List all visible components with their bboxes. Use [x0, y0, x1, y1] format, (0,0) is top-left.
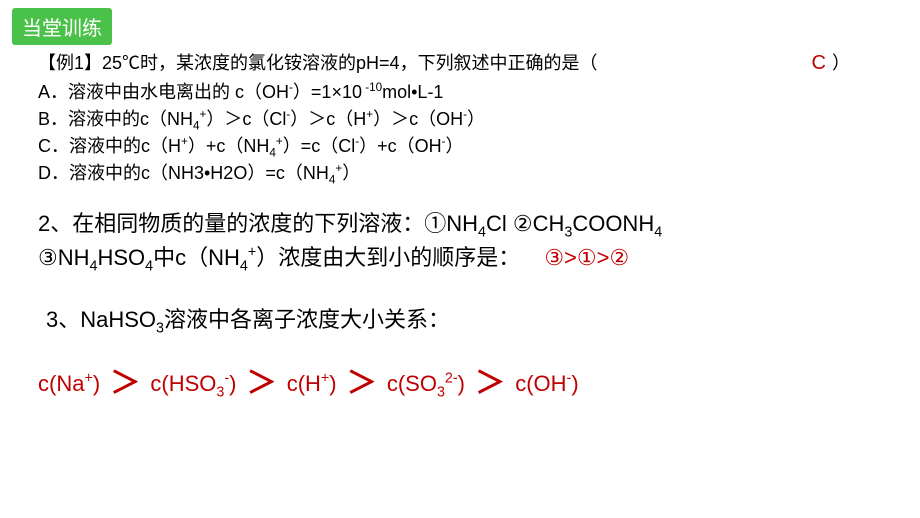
superscript: + [276, 135, 283, 148]
opt-text: mol•L-1 [382, 82, 443, 102]
q3-text: 溶液中各离子浓度大小关系： [164, 307, 450, 332]
term: ) [229, 371, 236, 396]
opt-text: ）＞c（H [290, 109, 366, 129]
q2-text: 中c（NH [153, 245, 240, 270]
superscript: -10 [362, 81, 382, 94]
gt-icon: ＞ [347, 358, 377, 402]
term: ) [458, 371, 465, 396]
q2-line2: ③NH4HSO4中c（NH4+）浓度由大到小的顺序是： ③>①>② [38, 241, 890, 275]
term: c(HSO [150, 371, 216, 396]
q2-line1: 2、在相同物质的量的浓度的下列溶液：①NH4Cl ②CH3COONH4 [38, 207, 890, 241]
q2-answer: ③>①>② [544, 241, 629, 275]
opt-text: ）+c（NH [188, 136, 270, 156]
superscript: + [84, 371, 92, 387]
opt-text: ） [342, 163, 360, 183]
q2-text: 2、在相同物质的量的浓度的下列溶液：①NH [38, 211, 478, 236]
subscript: 3 [156, 321, 164, 337]
question-2: 2、在相同物质的量的浓度的下列溶液：①NH4Cl ②CH3COONH4 ③NH 4… [38, 207, 890, 275]
opt-text: ） [467, 109, 485, 129]
opt-text: ）+c（OH [359, 136, 442, 156]
q1-option-d: D．溶液中的c（NH3•H2O）=c（NH4+） [38, 160, 890, 187]
term: ) [571, 371, 578, 396]
q2-text: HSO [97, 245, 145, 270]
q1-option-a: A．溶液中由水电离出的 c（OH-）=1×10 -10mol•L-1 [38, 79, 890, 106]
subscript: 4 [240, 258, 248, 274]
q1-stem: 【例1】25℃时，某浓度的氯化铵溶液的pH=4，下列叙述中正确的是（ C ） [38, 50, 890, 77]
question-1: 【例1】25℃时，某浓度的氯化铵溶液的pH=4，下列叙述中正确的是（ C ） A… [38, 50, 890, 187]
subscript: 3 [437, 385, 445, 401]
superscript: + [181, 135, 188, 148]
superscript: 2- [445, 371, 458, 387]
opt-text: ）=1×10 [293, 82, 362, 102]
q2-text: COONH [572, 211, 654, 236]
opt-text: ）＞c（OH [373, 109, 463, 129]
subscript: 4 [269, 147, 276, 160]
subscript: 4 [654, 224, 662, 240]
gt-icon: ＞ [247, 358, 277, 402]
term: ) [93, 371, 100, 396]
q2-text: ③NH [38, 245, 90, 270]
gt-icon: ＞ [110, 358, 140, 402]
q1-options: A．溶液中由水电离出的 c（OH-）=1×10 -10mol•L-1 B．溶液中… [38, 79, 890, 187]
term: c(H [287, 371, 321, 396]
opt-text: C．溶液中的c（H [38, 136, 181, 156]
superscript: + [248, 245, 256, 261]
term: c(Na [38, 371, 84, 396]
q1-answer: C [812, 48, 826, 78]
term: ) [329, 371, 336, 396]
q1-stem-post: ） [832, 50, 850, 77]
q1-stem-pre: 【例1】25℃时，某浓度的氯化铵溶液的pH=4，下列叙述中正确的是（ [38, 53, 598, 73]
q2-text: Cl ②CH [486, 211, 564, 236]
subscript: 4 [145, 258, 153, 274]
opt-text: ）=c（Cl [283, 136, 356, 156]
opt-text: B．溶液中的c（NH [38, 109, 193, 129]
opt-text: ）＞c（Cl [206, 109, 286, 129]
subscript: 4 [193, 120, 200, 133]
q1-option-c: C．溶液中的c（H+）+c（NH4+）=c（Cl-）+c（OH-） [38, 133, 890, 160]
content-area: 【例1】25℃时，某浓度的氯化铵溶液的pH=4，下列叙述中正确的是（ C ） A… [38, 50, 890, 402]
q3-answer: c(Na+) ＞ c(HSO3-) ＞ c(H+) ＞ c(SO32-) ＞ c… [38, 358, 890, 402]
q2-text: ）浓度由大到小的顺序是： [256, 245, 520, 270]
term: c(OH [515, 371, 566, 396]
superscript: + [321, 371, 329, 387]
subscript: 4 [478, 224, 486, 240]
q1-option-b: B．溶液中的c（NH4+）＞c（Cl-）＞c（H+）＞c（OH-） [38, 106, 890, 133]
opt-text: D．溶液中的c（NH3•H2O）=c（NH [38, 163, 329, 183]
q3-text: 3、NaHSO [46, 307, 156, 332]
subscript: 4 [329, 174, 336, 187]
question-3: 3、NaHSO3溶液中各离子浓度大小关系： [46, 303, 890, 336]
gt-icon: ＞ [475, 358, 505, 402]
opt-text: A．溶液中由水电离出的 c（OH [38, 82, 289, 102]
opt-text: ） [446, 136, 464, 156]
term: c(SO [387, 371, 437, 396]
section-badge: 当堂训练 [12, 8, 112, 45]
